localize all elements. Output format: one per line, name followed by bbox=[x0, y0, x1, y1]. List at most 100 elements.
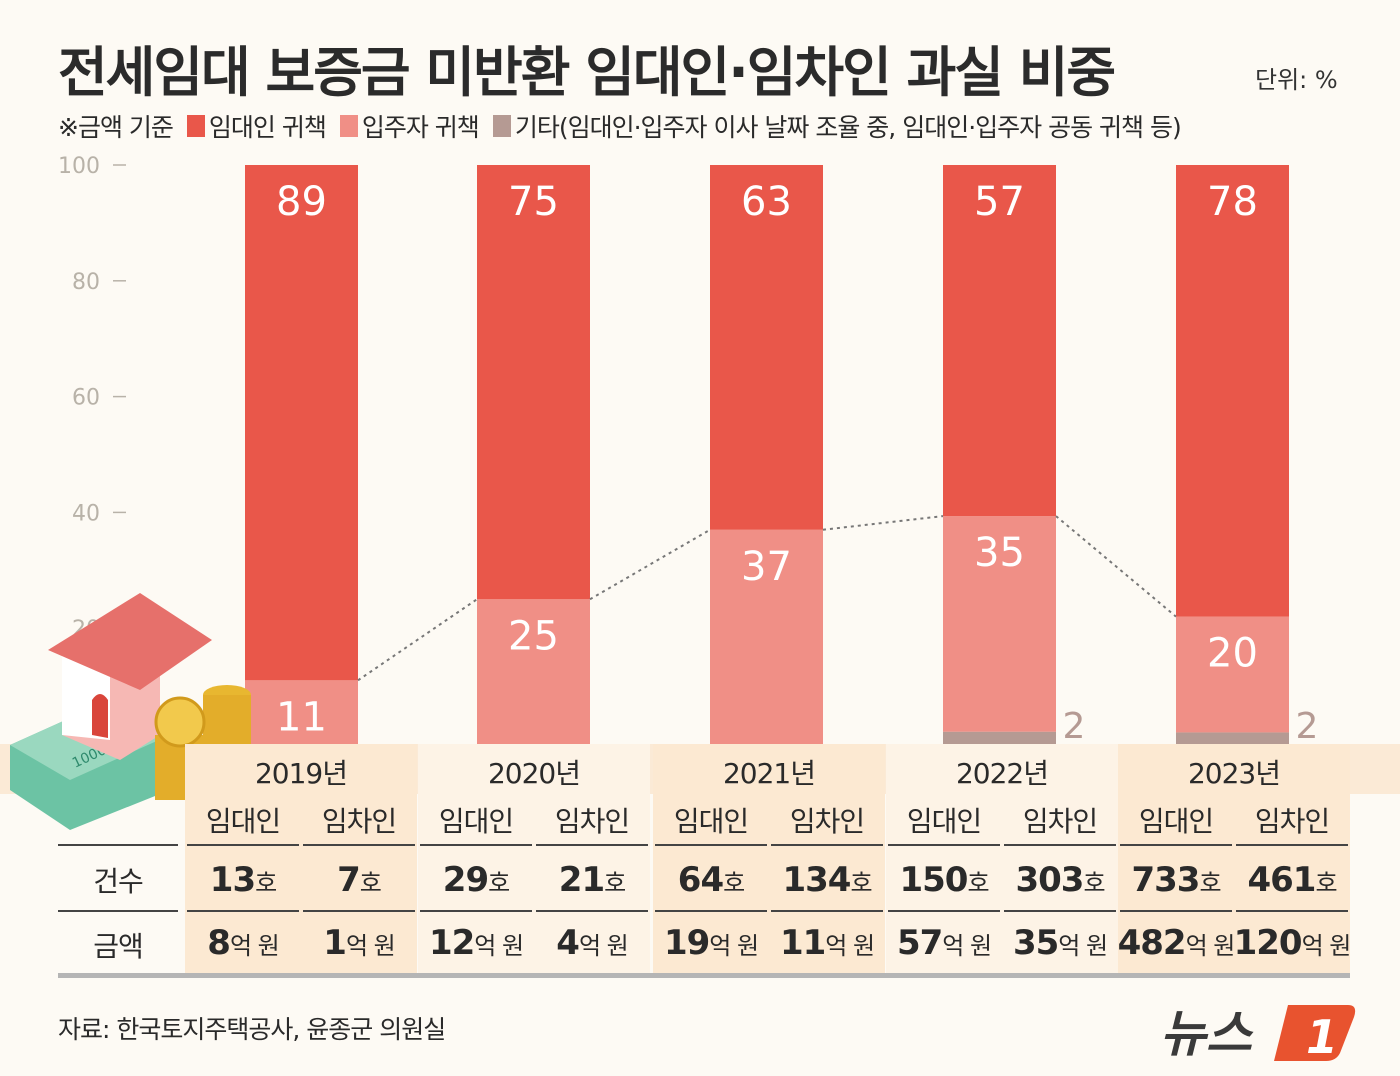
sub-header: 임차인 bbox=[789, 805, 865, 838]
legend-note: ※금액 기준 bbox=[58, 113, 174, 142]
logo-image: 뉴스 1 bbox=[1160, 1005, 1356, 1064]
row-divider bbox=[420, 910, 532, 912]
amount-cell: 11억 원 bbox=[767, 923, 887, 963]
legend-label: 임대인 귀책 bbox=[208, 113, 327, 142]
count-value: 29 bbox=[442, 860, 489, 900]
row-divider bbox=[1236, 844, 1348, 846]
amount-unit: 억 원 bbox=[1058, 932, 1108, 960]
trend-connector bbox=[589, 528, 711, 601]
y-tick-label: 80 bbox=[72, 270, 100, 295]
bar-segment bbox=[943, 516, 1056, 732]
year-header: 2022년 bbox=[955, 757, 1049, 790]
row-label: 금액 bbox=[93, 930, 144, 963]
row-divider bbox=[303, 844, 415, 846]
data-label: 25 bbox=[508, 613, 559, 659]
data-label: 78 bbox=[1207, 179, 1258, 225]
sub-header: 임차인 bbox=[1022, 805, 1098, 838]
row-divider bbox=[888, 844, 1000, 846]
legend-swatch-tenant bbox=[339, 115, 358, 137]
row-divider bbox=[58, 910, 178, 912]
amount-value: 1 bbox=[323, 923, 347, 963]
row-divider bbox=[187, 844, 299, 846]
count-value: 13 bbox=[209, 860, 256, 900]
bar-segment bbox=[710, 529, 823, 744]
count-value: 134 bbox=[782, 860, 851, 900]
count-cell: 134호 bbox=[771, 860, 883, 900]
amount-unit: 억 원 bbox=[1301, 932, 1352, 960]
bar-segment bbox=[477, 599, 590, 744]
count-cell: 150호 bbox=[888, 860, 1000, 900]
year-column-bg bbox=[886, 744, 1118, 976]
amount-value: 35 bbox=[1012, 923, 1059, 963]
source-text: 자료: 한국토지주택공사, 윤종군 의원실 bbox=[58, 1015, 446, 1044]
year-header: 2019년 bbox=[254, 757, 348, 790]
amount-unit: 억 원 bbox=[474, 932, 524, 960]
year-header: 2023년 bbox=[1187, 757, 1281, 790]
row-divider bbox=[58, 844, 178, 846]
count-value: 21 bbox=[558, 860, 605, 900]
amount-cell: 1억 원 bbox=[299, 923, 419, 963]
y-tick-label: 100 bbox=[58, 154, 100, 179]
bar-segment bbox=[943, 731, 1056, 744]
row-divider bbox=[1236, 910, 1348, 912]
row-divider bbox=[187, 910, 299, 912]
row-divider bbox=[771, 844, 883, 846]
amount-unit: 억 원 bbox=[709, 932, 759, 960]
sub-header: 임대인 bbox=[673, 805, 749, 838]
count-value: 303 bbox=[1015, 860, 1084, 900]
bar-segment bbox=[1176, 732, 1289, 744]
row-label: 건수 bbox=[93, 865, 144, 898]
sub-header: 임차인 bbox=[321, 805, 397, 838]
count-unit: 호 bbox=[359, 869, 382, 897]
data-label: 2 bbox=[1296, 706, 1319, 747]
unit-label: 단위: % bbox=[1255, 66, 1338, 94]
year-column-bg bbox=[653, 744, 885, 976]
data-label: 20 bbox=[1207, 631, 1258, 677]
count-value: 461 bbox=[1247, 860, 1316, 900]
amount-cell: 19억 원 bbox=[651, 923, 771, 963]
count-unit: 호 bbox=[850, 869, 872, 897]
data-label: 75 bbox=[508, 179, 559, 225]
legend-swatch-landlord bbox=[186, 115, 205, 137]
row-divider bbox=[1004, 910, 1116, 912]
count-cell: 21호 bbox=[536, 860, 648, 900]
y-tick-label: 40 bbox=[72, 501, 100, 526]
amount-unit: 억 원 bbox=[229, 932, 280, 960]
amount-value: 4 bbox=[556, 923, 580, 963]
amount-cell: 35억 원 bbox=[1000, 923, 1120, 963]
data-label: 89 bbox=[276, 179, 327, 225]
amount-unit: 억 원 bbox=[345, 932, 396, 960]
trend-connector bbox=[822, 515, 944, 531]
year-column-bg bbox=[185, 744, 417, 976]
row-divider bbox=[303, 910, 415, 912]
count-unit: 호 bbox=[1199, 869, 1221, 897]
amount-value: 120 bbox=[1233, 923, 1303, 963]
row-divider bbox=[1120, 910, 1232, 912]
sub-header: 임대인 bbox=[438, 805, 514, 838]
svg-text:1: 1 bbox=[1306, 1010, 1338, 1064]
chart-title: 전세임대 보증금 미반환 임대인·임차인 과실 비중 bbox=[58, 41, 1116, 104]
amount-cell: 57억 원 bbox=[884, 923, 1004, 963]
amount-value: 8 bbox=[207, 923, 231, 963]
amount-cell: 12억 원 bbox=[416, 923, 536, 963]
count-value: 150 bbox=[899, 860, 968, 900]
legend-label: 기타(임대인·입주자 이사 날짜 조율 중, 임대인·입주자 공동 귀책 등) bbox=[514, 113, 1182, 142]
data-label: 57 bbox=[974, 179, 1025, 225]
row-divider bbox=[771, 910, 883, 912]
count-cell: 64호 bbox=[655, 860, 767, 900]
amount-value: 11 bbox=[779, 923, 826, 963]
table-bottom-border bbox=[58, 973, 1350, 978]
year-header: 2020년 bbox=[487, 757, 581, 790]
data-label: 2 bbox=[1063, 706, 1086, 747]
count-unit: 호 bbox=[1315, 869, 1337, 897]
row-divider bbox=[536, 910, 648, 912]
count-value: 64 bbox=[677, 860, 724, 900]
bar-segment bbox=[1176, 616, 1289, 733]
news1-logo: 뉴스 1 bbox=[1160, 995, 1360, 1069]
amount-cell: 8억 원 bbox=[183, 923, 303, 963]
data-label: 35 bbox=[974, 530, 1025, 576]
bar-segment bbox=[245, 165, 358, 681]
data-label: 37 bbox=[741, 544, 792, 590]
amount-unit: 억 원 bbox=[825, 932, 875, 960]
